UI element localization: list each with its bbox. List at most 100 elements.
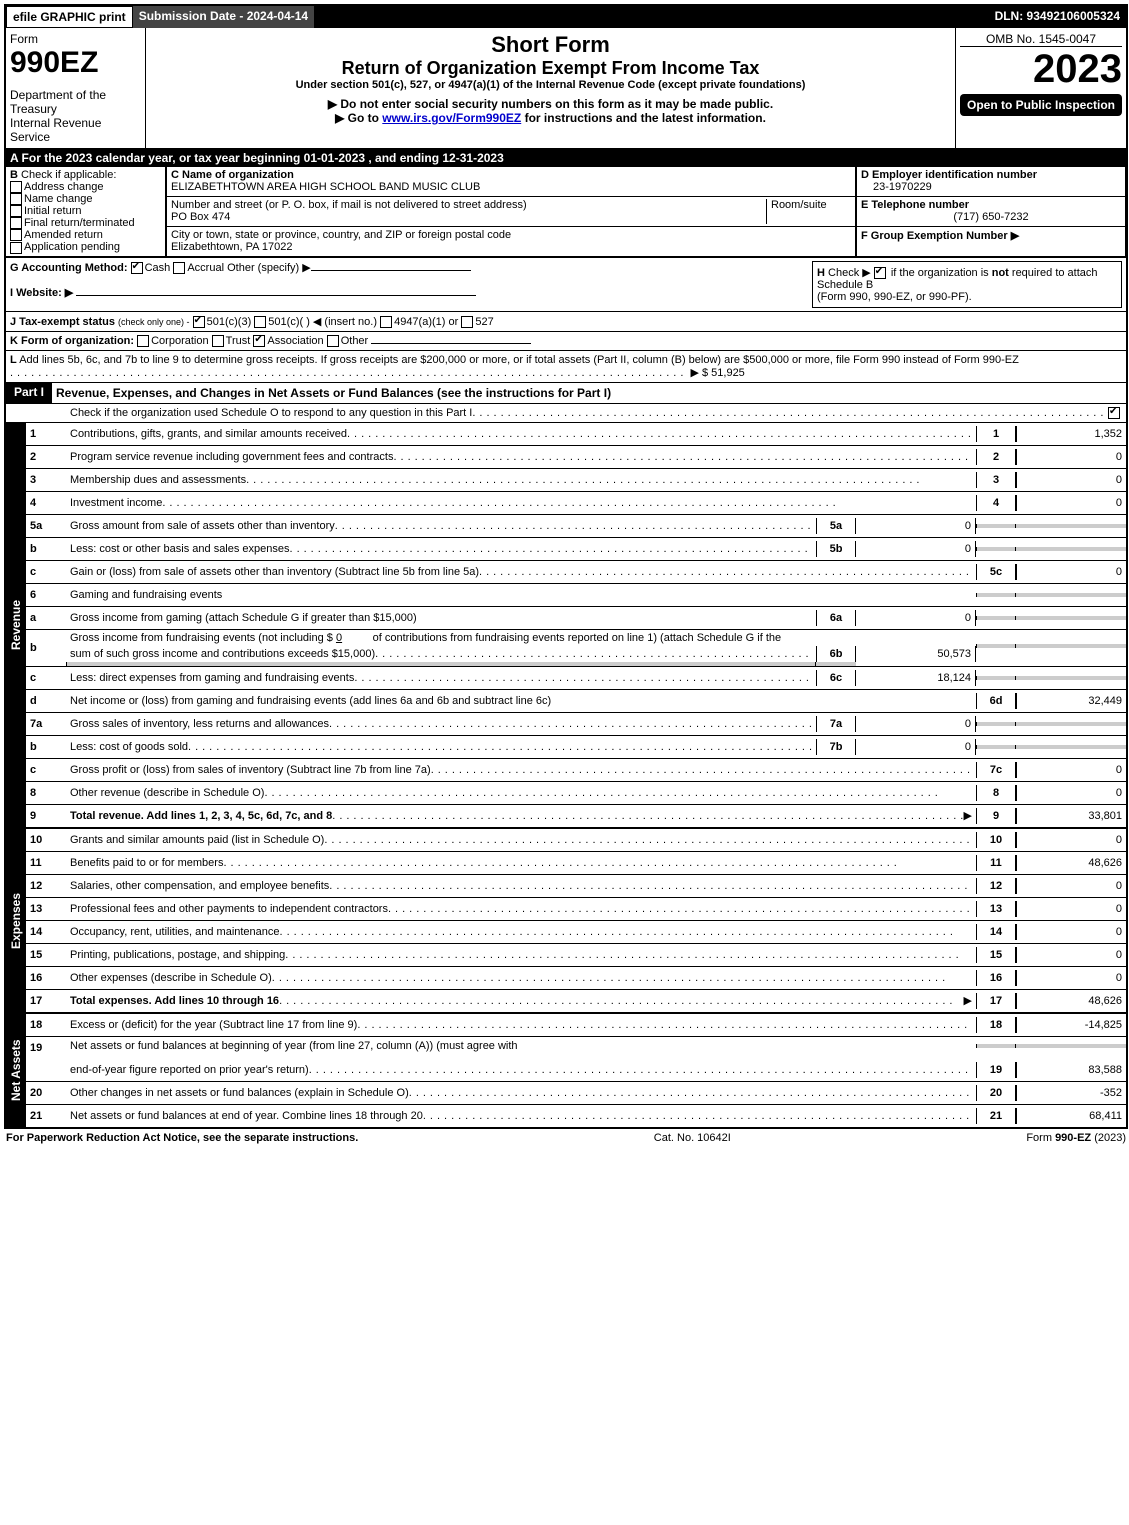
under-section-text: Under section 501(c), 527, or 4947(a)(1)…: [150, 79, 951, 91]
part-i-header: Part I Revenue, Expenses, and Changes in…: [6, 382, 1126, 403]
footer: For Paperwork Reduction Act Notice, see …: [4, 1129, 1128, 1147]
line-15: 15Printing, publications, postage, and s…: [6, 943, 1126, 966]
checkbox-501c[interactable]: [254, 316, 266, 328]
section-c-name: C Name of organization ELIZABETHTOWN ARE…: [166, 167, 856, 197]
section-c-street: Number and street (or P. O. box, if mail…: [166, 197, 856, 227]
section-h: H Check ▶ if the organization is not req…: [812, 261, 1122, 308]
checkbox-4947[interactable]: [380, 316, 392, 328]
line-18: 18Excess or (deficit) for the year (Subt…: [6, 1014, 1126, 1036]
netassets-side-label: Net Assets: [6, 1014, 26, 1127]
line-21-value: 68,411: [1016, 1108, 1126, 1124]
line-5c-value: 0: [1016, 564, 1126, 580]
line-1: 1Contributions, gifts, grants, and simil…: [6, 422, 1126, 445]
line-11-value: 48,626: [1016, 855, 1126, 871]
line-5c: cGain or (loss) from sale of assets othe…: [6, 560, 1126, 583]
line-6a: aGross income from gaming (attach Schedu…: [6, 606, 1126, 629]
checkbox-schedule-b[interactable]: [874, 267, 886, 279]
goto-line: ▶ Go to www.irs.gov/Form990EZ for instru…: [150, 111, 951, 125]
line-1-value: 1,352: [1016, 426, 1126, 442]
irs-label: Internal Revenue Service: [10, 116, 141, 144]
checkbox-initial-return[interactable]: [10, 205, 22, 217]
gross-receipts-value: $ 51,925: [702, 367, 745, 379]
line-12: 12Salaries, other compensation, and empl…: [6, 874, 1126, 897]
line-6c-inner: 18,124: [856, 670, 976, 686]
part-i-badge: Part I: [6, 383, 52, 403]
section-k: K Form of organization: Corporation Trus…: [6, 331, 1126, 350]
line-7a-inner: 0: [856, 716, 976, 732]
line-12-value: 0: [1016, 878, 1126, 894]
paperwork-notice: For Paperwork Reduction Act Notice, see …: [6, 1132, 358, 1144]
section-i-label: I Website: ▶: [10, 287, 73, 299]
city-value: Elizabethtown, PA 17022: [171, 241, 293, 253]
form-header: Form 990EZ Department of the Treasury In…: [6, 28, 1126, 149]
line-11: 11Benefits paid to or for members1148,62…: [6, 851, 1126, 874]
line-6d-value: 32,449: [1016, 693, 1126, 709]
line-17: 17Total expenses. Add lines 10 through 1…: [6, 989, 1126, 1012]
street-value: PO Box 474: [171, 211, 230, 223]
checkbox-accrual[interactable]: [173, 262, 185, 274]
line-19-value: 83,588: [1016, 1062, 1126, 1078]
form-id-block: Form 990EZ Department of the Treasury In…: [6, 28, 146, 148]
checkbox-application-pending[interactable]: [10, 242, 22, 254]
line-21: 21Net assets or fund balances at end of …: [6, 1104, 1126, 1127]
tax-year: 2023: [960, 47, 1122, 92]
ein-value: 23-1970229: [861, 181, 1121, 193]
checkbox-trust[interactable]: [212, 335, 224, 347]
line-7a: 7aGross sales of inventory, less returns…: [6, 712, 1126, 735]
checkbox-final-return[interactable]: [10, 217, 22, 229]
line-14-value: 0: [1016, 924, 1126, 940]
submission-date: Submission Date - 2024-04-14: [133, 6, 314, 28]
checkbox-527[interactable]: [461, 316, 473, 328]
section-j: J Tax-exempt status (check only one) - 5…: [6, 311, 1126, 331]
section-g: G Accounting Method: Cash Accrual Other …: [10, 261, 812, 308]
line-7b-inner: 0: [856, 739, 976, 755]
line-4-value: 0: [1016, 495, 1126, 511]
line-8-value: 0: [1016, 785, 1126, 801]
top-bar: efile GRAPHIC print Submission Date - 20…: [6, 6, 1126, 28]
omb-number: OMB No. 1545-0047: [960, 32, 1122, 47]
line-16-value: 0: [1016, 970, 1126, 986]
line-9: 9Total revenue. Add lines 1, 2, 3, 4, 5c…: [6, 804, 1126, 827]
expenses-side-label: Expenses: [6, 829, 26, 1012]
checkbox-schedule-o[interactable]: [1108, 407, 1120, 419]
revenue-side-label: Revenue: [6, 422, 26, 827]
line-6d: dNet income or (loss) from gaming and fu…: [6, 689, 1126, 712]
line-9-value: 33,801: [1016, 808, 1126, 824]
checkbox-corporation[interactable]: [137, 335, 149, 347]
form-number: 990EZ: [10, 46, 141, 80]
irs-form-link[interactable]: www.irs.gov/Form990EZ: [382, 111, 521, 125]
checkbox-amended-return[interactable]: [10, 229, 22, 241]
dln-number: DLN: 93492106005324: [989, 6, 1126, 28]
line-6b-multi: b Gross income from fundraising events (…: [6, 629, 1126, 666]
line-16: 16Other expenses (describe in Schedule O…: [6, 966, 1126, 989]
checkbox-501c3[interactable]: [193, 316, 205, 328]
part-i-check: Check if the organization used Schedule …: [6, 403, 1126, 422]
short-form-title: Short Form: [150, 32, 951, 58]
line-7c-value: 0: [1016, 762, 1126, 778]
info-grid: B Check if applicable: Address change Na…: [6, 167, 1126, 257]
section-d: D Employer identification number 23-1970…: [856, 167, 1126, 197]
cat-number: Cat. No. 10642I: [654, 1132, 731, 1144]
line-13: 13Professional fees and other payments t…: [6, 897, 1126, 920]
section-l: L Add lines 5b, 6c, and 7b to line 9 to …: [6, 350, 1126, 382]
checkbox-address-change[interactable]: [10, 181, 22, 193]
line-20: 20Other changes in net assets or fund ba…: [6, 1081, 1126, 1104]
checkbox-association[interactable]: [253, 335, 265, 347]
form-990ez: efile GRAPHIC print Submission Date - 20…: [4, 4, 1128, 1129]
line-6c: cLess: direct expenses from gaming and f…: [6, 666, 1126, 689]
line-2: 2Program service revenue including gover…: [6, 445, 1126, 468]
form-footer: Form 990-EZ (2023): [1026, 1132, 1126, 1144]
no-ssn-notice: ▶ Do not enter social security numbers o…: [150, 97, 951, 111]
line-5b-inner: 0: [856, 541, 976, 557]
section-f: F Group Exemption Number ▶: [856, 227, 1126, 257]
line-5a: 5aGross amount from sale of assets other…: [6, 514, 1126, 537]
org-name: ELIZABETHTOWN AREA HIGH SCHOOL BAND MUSI…: [171, 181, 480, 193]
checkbox-cash[interactable]: [131, 262, 143, 274]
efile-print-badge: efile GRAPHIC print: [6, 6, 133, 28]
phone-value: (717) 650-7232: [861, 211, 1121, 223]
line-15-value: 0: [1016, 947, 1126, 963]
line-6b-inner: 50,573: [856, 646, 976, 662]
checkbox-name-change[interactable]: [10, 193, 22, 205]
line-2-value: 0: [1016, 449, 1126, 465]
checkbox-other-org[interactable]: [327, 335, 339, 347]
